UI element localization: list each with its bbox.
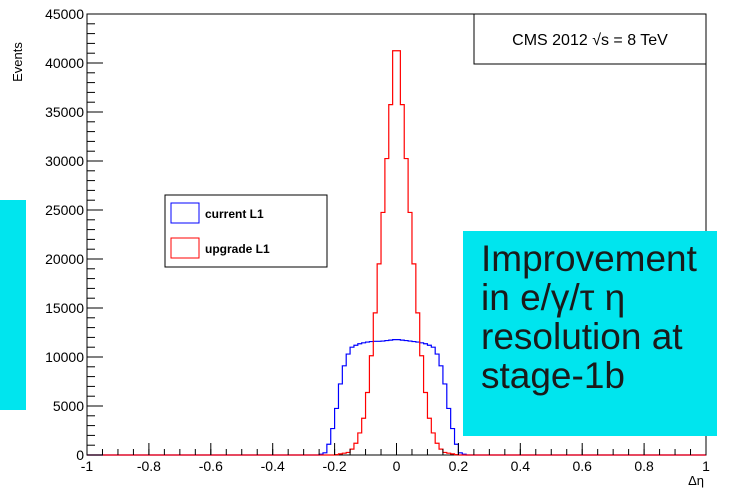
cms-label-box: CMS 2012 √s = 8 TeV <box>473 13 707 65</box>
callout-left: t <box>0 200 26 410</box>
y-tick-label: 20000 <box>45 251 84 267</box>
y-tick-label: 10000 <box>45 349 84 365</box>
y-tick-label: 30000 <box>45 153 84 169</box>
x-tick-label: 0.6 <box>572 458 592 474</box>
y-tick-label: 25000 <box>45 202 84 218</box>
y-tick-label: 15000 <box>45 300 84 316</box>
x-tick-label: 0.4 <box>511 458 531 474</box>
x-tick-label: 0 <box>393 458 401 474</box>
x-tick-label: 0.2 <box>449 458 469 474</box>
x-tick-label: -0.6 <box>199 458 223 474</box>
x-tick-label: -0.4 <box>261 458 285 474</box>
y-tick-label: 35000 <box>45 104 84 120</box>
legend-swatch-current <box>170 202 200 224</box>
y-tick-label: 45000 <box>45 6 84 22</box>
y-tick-label: 5000 <box>53 398 84 414</box>
legend: current L1 upgrade L1 <box>164 194 328 268</box>
y-axis-label: Events <box>10 42 25 82</box>
callout-right: Improvement in e/γ/τ η resolution at sta… <box>463 231 717 436</box>
x-tick-label: 1 <box>702 458 710 474</box>
legend-swatch-upgrade <box>170 237 200 259</box>
cms-label: CMS 2012 √s = 8 TeV <box>512 32 668 49</box>
x-tick-label: -1 <box>81 458 94 474</box>
legend-label-upgrade: upgrade L1 <box>205 242 270 256</box>
y-tick-label: 40000 <box>45 55 84 71</box>
x-tick-label: -0.2 <box>323 458 347 474</box>
y-tick-label: 0 <box>76 447 84 463</box>
legend-label-current: current L1 <box>205 207 264 221</box>
x-tick-label: 0.8 <box>634 458 654 474</box>
x-axis-label: Δη <box>688 473 704 488</box>
x-tick-label: -0.8 <box>137 458 161 474</box>
